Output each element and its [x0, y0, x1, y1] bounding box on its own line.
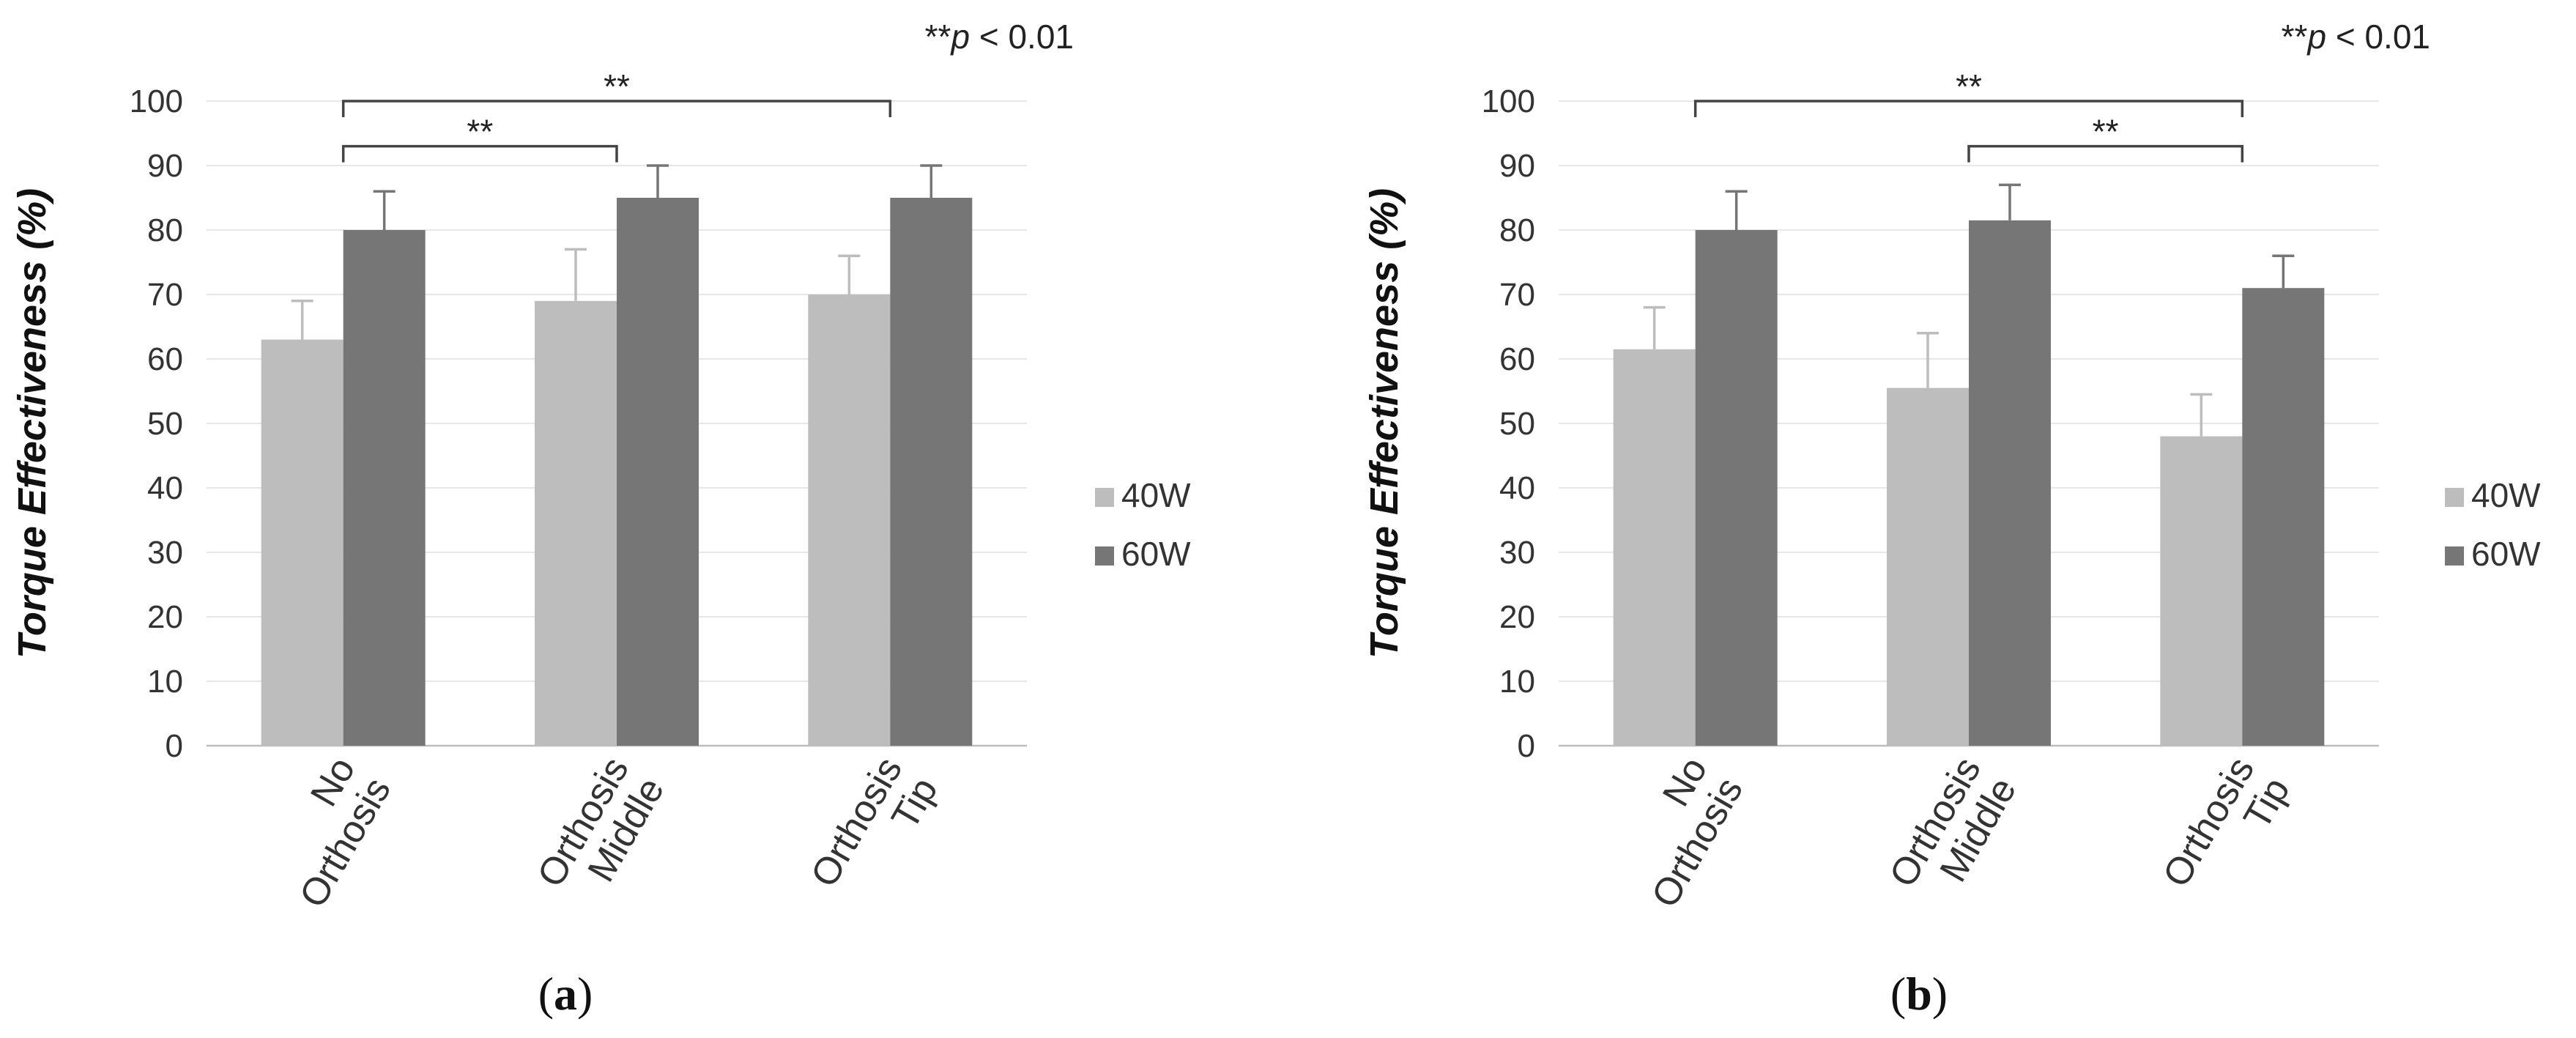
- legend-swatch: [1095, 546, 1114, 566]
- y-tick-label: 50: [1499, 406, 1535, 442]
- bar: [343, 230, 426, 746]
- panel-label: (a): [538, 968, 593, 1020]
- p-value-note: **p < 0.01: [2282, 18, 2430, 56]
- y-tick-label: 10: [1499, 664, 1535, 700]
- bar: [1887, 388, 1969, 746]
- significance-label: **: [467, 113, 493, 151]
- y-tick-label: 70: [1499, 277, 1535, 313]
- legend-entry: 40W: [2471, 476, 2541, 514]
- legend-entry: 60W: [1121, 535, 1191, 573]
- legend-swatch: [2445, 488, 2464, 507]
- legend-swatch: [2445, 546, 2464, 566]
- y-tick-label: 80: [147, 212, 183, 248]
- y-tick-label: 60: [1499, 341, 1535, 377]
- significance-label: **: [2093, 113, 2119, 151]
- y-tick-label: 30: [147, 535, 183, 571]
- significance-bracket: [341, 100, 892, 117]
- y-tick-label: 0: [166, 728, 183, 764]
- y-tick-label: 0: [1518, 728, 1535, 764]
- panel-label-paren: ): [577, 968, 593, 1020]
- p-value-note-italic: p: [949, 18, 970, 56]
- y-axis-label: Torque Effectiveness (%): [10, 188, 54, 659]
- bar: [890, 198, 973, 746]
- y-tick-label: 20: [1499, 599, 1535, 635]
- y-tick-label: 20: [147, 599, 183, 635]
- bar: [2160, 436, 2243, 746]
- panel-label-letter: b: [1906, 968, 1932, 1020]
- y-tick-label: 100: [1482, 84, 1535, 119]
- p-value-note-prefix: **: [2282, 18, 2308, 56]
- legend-entry: 40W: [1121, 476, 1191, 514]
- panel-label-paren: ): [1932, 968, 1948, 1020]
- y-tick-label: 10: [147, 664, 183, 700]
- panel-label-letter: a: [554, 968, 577, 1020]
- bar: [1613, 349, 1696, 746]
- bar: [808, 294, 891, 746]
- y-tick-label: 30: [1499, 535, 1535, 571]
- y-tick-label: 80: [1499, 212, 1535, 248]
- bar: [535, 300, 617, 746]
- y-tick-label: 60: [147, 341, 183, 377]
- p-value-note: **p < 0.01: [925, 18, 1074, 56]
- y-tick-label: 90: [1499, 148, 1535, 184]
- bar: [1695, 230, 1778, 746]
- significance-bracket: [341, 144, 618, 163]
- significance-bracket: [1693, 100, 2244, 117]
- p-value-note-suffix: < 0.01: [2326, 18, 2430, 56]
- y-axis-label: Torque Effectiveness (%): [1362, 188, 1406, 659]
- chart-panel-b: 0 10 20 30 40 50 60 70 80 90 100 Torque Effectivene…: [1362, 18, 2541, 1020]
- bar: [1969, 220, 2051, 746]
- legend-entry: 60W: [2471, 535, 2541, 573]
- p-value-note-suffix: < 0.01: [970, 18, 1074, 56]
- y-tick-label: 40: [147, 470, 183, 506]
- y-tick-label: 40: [1499, 470, 1535, 506]
- y-tick-label: 90: [147, 148, 183, 184]
- y-tick-label: 100: [130, 84, 183, 119]
- bar: [261, 339, 344, 746]
- significance-bracket: [1967, 144, 2244, 163]
- y-tick-label: 50: [147, 406, 183, 442]
- y-tick-label: 70: [147, 277, 183, 313]
- p-value-note-italic: p: [2306, 18, 2326, 56]
- legend-swatch: [1095, 488, 1114, 507]
- significance-label: **: [1956, 67, 1982, 105]
- p-value-note-prefix: **: [925, 18, 951, 56]
- bar: [617, 198, 699, 746]
- chart-panel-a: 0 10 20 30 40 50 60 70 80 90 100 Torque Effectivene…: [10, 18, 1191, 1020]
- significance-label: **: [604, 67, 630, 105]
- panel-label-paren: (: [1890, 968, 1906, 1020]
- panel-label: (b): [1890, 968, 1948, 1020]
- panel-label-paren: (: [538, 968, 554, 1020]
- bar: [2242, 288, 2325, 746]
